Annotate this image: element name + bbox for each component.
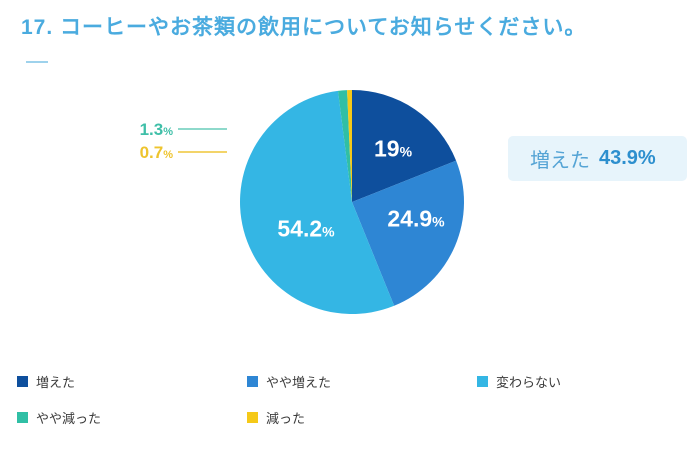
leader-line-yaya-hetta bbox=[178, 128, 227, 130]
legend-swatch-0 bbox=[17, 376, 28, 387]
pie-slice-2[interactable] bbox=[240, 90, 395, 314]
pie-label-hetta-value: 0.7 bbox=[139, 143, 164, 162]
highlight-badge-value: 43.9% bbox=[599, 147, 656, 169]
highlight-badge-label: 増えた bbox=[530, 150, 590, 172]
legend-swatch-2 bbox=[477, 376, 488, 387]
title-underline bbox=[26, 61, 48, 63]
legend-label-3: やや減った bbox=[36, 411, 102, 426]
legend-item-0[interactable]: 増えた bbox=[17, 374, 247, 390]
legend-swatch-1 bbox=[247, 376, 258, 387]
pie-label-yaya-hetta: 1.3% bbox=[103, 121, 173, 138]
legend-swatch-4 bbox=[247, 412, 258, 423]
legend-item-1[interactable]: やや増えた bbox=[247, 374, 477, 390]
legend-swatch-3 bbox=[17, 412, 28, 423]
legend-label-2: 変わらない bbox=[496, 375, 562, 390]
question-title: 17. コーヒーやお茶類の飲用についてお知らせください。 bbox=[21, 16, 587, 39]
pie-chart: 19% 24.9% 54.2% bbox=[238, 88, 466, 316]
legend-label-0: 増えた bbox=[36, 375, 76, 390]
pie-svg bbox=[240, 90, 465, 314]
legend: 増えた やや増えた 変わらないやや減った 減った bbox=[17, 374, 700, 426]
highlight-badge: 増えた 43.9% bbox=[508, 136, 687, 181]
pie-label-yaya-hetta-unit: % bbox=[163, 126, 173, 138]
pie-slice-1[interactable] bbox=[352, 160, 465, 306]
legend-item-4[interactable]: 減った bbox=[247, 410, 477, 426]
pie-slice-3[interactable] bbox=[337, 90, 352, 202]
pie-slice-4[interactable] bbox=[347, 90, 352, 202]
leader-line-hetta bbox=[178, 151, 227, 153]
legend-item-2[interactable]: 変わらない bbox=[477, 374, 700, 390]
legend-item-3[interactable]: やや減った bbox=[17, 410, 247, 426]
pie-slice-0[interactable] bbox=[352, 90, 457, 202]
legend-label-4: 減った bbox=[266, 411, 306, 426]
pie-label-hetta-unit: % bbox=[163, 149, 173, 161]
pie-label-hetta: 0.7% bbox=[103, 144, 173, 161]
legend-label-1: やや増えた bbox=[266, 375, 332, 390]
pie-label-yaya-hetta-value: 1.3 bbox=[139, 120, 164, 139]
